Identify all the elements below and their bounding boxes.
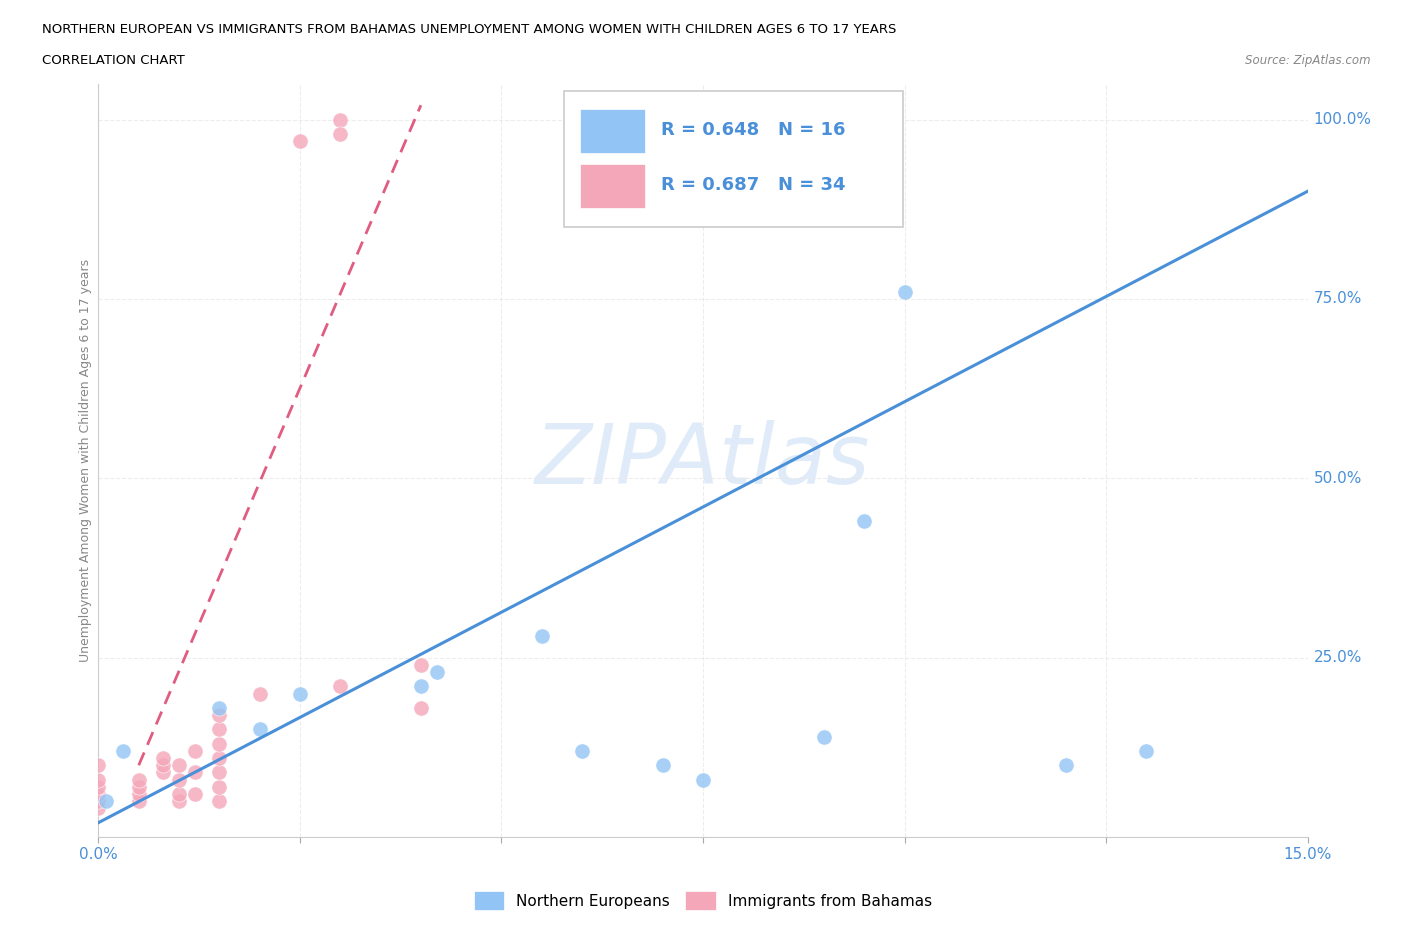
Text: R = 0.648   N = 16: R = 0.648 N = 16: [661, 122, 845, 140]
Point: [329, 679, 352, 694]
Point: [208, 793, 231, 808]
FancyBboxPatch shape: [564, 91, 903, 227]
Point: [184, 787, 207, 802]
Point: [571, 743, 593, 758]
Legend: Northern Europeans, Immigrants from Bahamas: Northern Europeans, Immigrants from Baha…: [468, 885, 938, 916]
Text: NORTHERN EUROPEAN VS IMMIGRANTS FROM BAHAMAS UNEMPLOYMENT AMONG WOMEN WITH CHILD: NORTHERN EUROPEAN VS IMMIGRANTS FROM BAH…: [42, 23, 897, 36]
Point: [409, 658, 432, 672]
Point: [111, 743, 134, 758]
Point: [167, 787, 190, 802]
Text: ZIPAtlas: ZIPAtlas: [536, 419, 870, 501]
FancyBboxPatch shape: [579, 109, 645, 153]
Point: [208, 737, 231, 751]
Point: [208, 779, 231, 794]
Point: [87, 793, 110, 808]
Point: [87, 758, 110, 773]
Point: [249, 722, 271, 737]
Point: [87, 779, 110, 794]
Text: CORRELATION CHART: CORRELATION CHART: [42, 54, 186, 67]
Text: 50.0%: 50.0%: [1313, 471, 1362, 485]
Point: [167, 758, 190, 773]
Point: [288, 686, 311, 701]
FancyBboxPatch shape: [579, 164, 645, 208]
Point: [853, 514, 876, 529]
Point: [1054, 758, 1077, 773]
Point: [167, 772, 190, 787]
Point: [87, 772, 110, 787]
Point: [409, 679, 432, 694]
Point: [409, 700, 432, 715]
Point: [152, 765, 174, 780]
Point: [692, 772, 714, 787]
Point: [208, 751, 231, 765]
Point: [87, 801, 110, 816]
Point: [152, 751, 174, 765]
Point: [651, 758, 673, 773]
Point: [96, 793, 118, 808]
Text: R = 0.687   N = 34: R = 0.687 N = 34: [661, 177, 845, 194]
Point: [1135, 743, 1157, 758]
Point: [208, 708, 231, 723]
Point: [208, 722, 231, 737]
Point: [893, 285, 915, 299]
Y-axis label: Unemployment Among Women with Children Ages 6 to 17 years: Unemployment Among Women with Children A…: [79, 259, 91, 662]
Point: [128, 787, 150, 802]
Point: [184, 743, 207, 758]
Point: [329, 126, 352, 141]
Point: [167, 793, 190, 808]
Point: [249, 686, 271, 701]
Text: 100.0%: 100.0%: [1313, 113, 1372, 127]
Point: [426, 665, 449, 680]
Point: [128, 779, 150, 794]
Point: [208, 765, 231, 780]
Text: 75.0%: 75.0%: [1313, 291, 1362, 306]
Point: [128, 793, 150, 808]
Point: [152, 758, 174, 773]
Point: [128, 772, 150, 787]
Point: [329, 113, 352, 127]
Point: [208, 700, 231, 715]
Text: 25.0%: 25.0%: [1313, 650, 1362, 665]
Point: [813, 729, 835, 744]
Point: [530, 629, 553, 644]
Point: [288, 134, 311, 149]
Text: Source: ZipAtlas.com: Source: ZipAtlas.com: [1246, 54, 1371, 67]
Point: [87, 787, 110, 802]
Point: [184, 765, 207, 780]
